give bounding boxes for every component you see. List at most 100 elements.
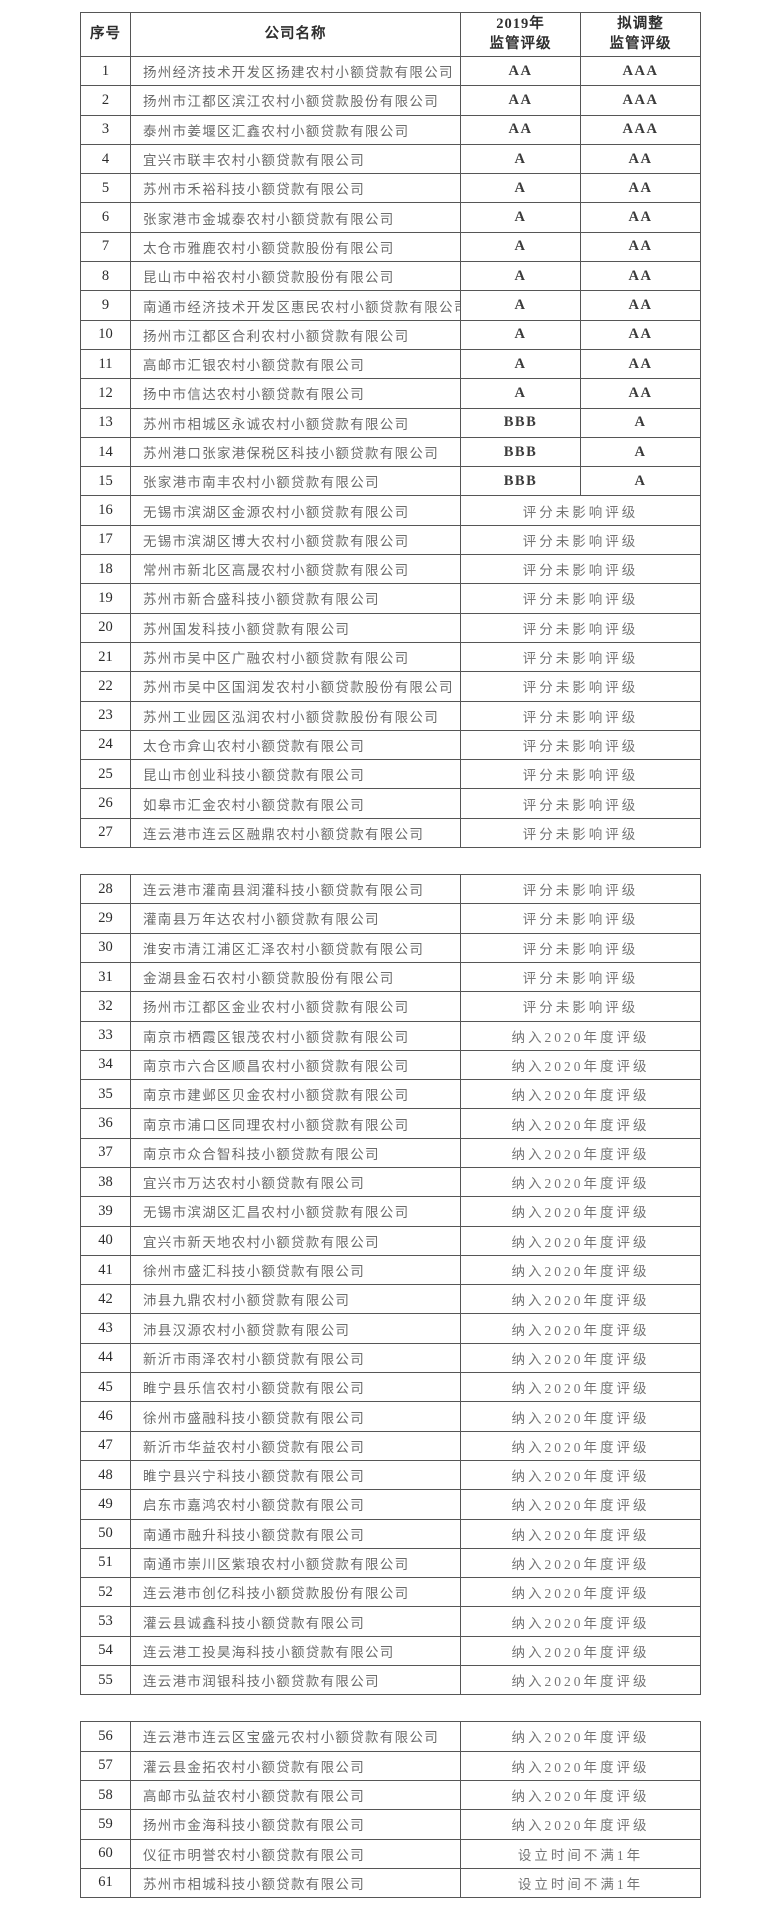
rating-status-cell: 纳入2020年度评级 xyxy=(461,1050,701,1081)
rating-status-cell: 纳入2020年度评级 xyxy=(461,1080,701,1110)
header-serial-number: 序号 xyxy=(81,13,131,57)
company-name-cell: 苏州市相城区永诚农村小额贷款有限公司 xyxy=(131,408,461,438)
table-row: 37 南京市众合智科技小额贷款有限公司 纳入2020年度评级 xyxy=(81,1138,701,1168)
row-number-cell: 12 xyxy=(81,379,131,409)
company-name-cell: 连云港市连云区融鼎农村小额贷款有限公司 xyxy=(131,818,461,849)
row-number-cell: 41 xyxy=(81,1255,131,1286)
rating-status-cell: 纳入2020年度评级 xyxy=(461,1548,701,1579)
row-number-cell: 16 xyxy=(81,496,131,526)
rating-2019-cell: BBB xyxy=(461,408,581,438)
company-name-cell: 高邮市汇银农村小额贷款有限公司 xyxy=(131,349,461,380)
row-number-cell: 3 xyxy=(81,115,131,145)
row-number-cell: 22 xyxy=(81,672,131,702)
rating-status-cell: 纳入2020年度评级 xyxy=(461,1460,701,1491)
rating-2019-cell: AA xyxy=(461,115,581,145)
rating-2019-cell: A xyxy=(461,174,581,204)
company-name-cell: 苏州工业园区泓润农村小额贷款股份有限公司 xyxy=(131,701,461,731)
header-adjusted-rating: 拟调整 监管评级 xyxy=(581,13,701,57)
table-section: 56 连云港市连云区宝盛元农村小额贷款有限公司 纳入2020年度评级 57 灌云县金拓农… xyxy=(80,1721,701,1899)
company-name-cell: 沛县九鼎农村小额贷款有限公司 xyxy=(131,1285,461,1315)
row-number-cell: 11 xyxy=(81,349,131,380)
table-row: 54 连云港工投昊海科技小额贷款有限公司 纳入2020年度评级 xyxy=(81,1636,701,1667)
table-row: 36 南京市浦口区同理农村小额贷款有限公司 纳入2020年度评级 xyxy=(81,1109,701,1139)
row-number-cell: 54 xyxy=(81,1636,131,1667)
company-name-cell: 南京市众合智科技小额贷款有限公司 xyxy=(131,1138,461,1168)
table-row: 34 南京市六合区顺昌农村小额贷款有限公司 纳入2020年度评级 xyxy=(81,1050,701,1081)
company-name-cell: 苏州国发科技小额贷款有限公司 xyxy=(131,613,461,643)
company-name-cell: 南京市浦口区同理农村小额贷款有限公司 xyxy=(131,1109,461,1139)
table-row: 46 徐州市盛融科技小额贷款有限公司 纳入2020年度评级 xyxy=(81,1402,701,1432)
row-number-cell: 14 xyxy=(81,437,131,468)
row-number-cell: 31 xyxy=(81,962,131,993)
rating-adjusted-cell: AA xyxy=(581,203,701,233)
company-name-cell: 南通市崇川区紫琅农村小额贷款有限公司 xyxy=(131,1548,461,1579)
company-name-cell: 泰州市姜堰区汇鑫农村小额贷款有限公司 xyxy=(131,115,461,145)
rating-adjusted-cell: A xyxy=(581,437,701,468)
company-name-cell: 连云港市润银科技小额贷款有限公司 xyxy=(131,1666,461,1696)
row-number-cell: 43 xyxy=(81,1314,131,1344)
table-row: 4 宜兴市联丰农村小额贷款有限公司 A AA xyxy=(81,144,701,175)
rating-adjusted-cell: AA xyxy=(581,144,701,175)
company-name-cell: 宜兴市万达农村小额贷款有限公司 xyxy=(131,1167,461,1198)
row-number-cell: 44 xyxy=(81,1343,131,1374)
table-row: 35 南京市建邺区贝金农村小额贷款有限公司 纳入2020年度评级 xyxy=(81,1080,701,1110)
row-number-cell: 49 xyxy=(81,1490,131,1520)
company-name-cell: 金湖县金石农村小额贷款股份有限公司 xyxy=(131,962,461,993)
rating-status-cell: 评分未影响评级 xyxy=(461,555,701,585)
row-number-cell: 7 xyxy=(81,232,131,263)
rating-status-cell: 设立时间不满1年 xyxy=(461,1868,701,1899)
row-number-cell: 52 xyxy=(81,1578,131,1608)
rating-status-cell: 评分未影响评级 xyxy=(461,496,701,526)
rating-2019-cell: AA xyxy=(461,86,581,116)
table-row: 39 无锡市滨湖区汇昌农村小额贷款有限公司 纳入2020年度评级 xyxy=(81,1197,701,1227)
table-row: 45 睢宁县乐信农村小额贷款有限公司 纳入2020年度评级 xyxy=(81,1373,701,1403)
company-name-cell: 新沂市雨泽农村小额贷款有限公司 xyxy=(131,1343,461,1374)
company-name-cell: 扬州市江都区合利农村小额贷款有限公司 xyxy=(131,320,461,350)
table-row: 59 扬州市金海科技小额贷款有限公司 纳入2020年度评级 xyxy=(81,1810,701,1840)
company-name-cell: 灌云县诚鑫科技小额贷款有限公司 xyxy=(131,1607,461,1637)
table-row: 53 灌云县诚鑫科技小额贷款有限公司 纳入2020年度评级 xyxy=(81,1607,701,1637)
table-row: 23 苏州工业园区泓润农村小额贷款股份有限公司 评分未影响评级 xyxy=(81,701,701,731)
rating-adjusted-cell: AAA xyxy=(581,57,701,87)
company-name-cell: 睢宁县兴宁科技小额贷款有限公司 xyxy=(131,1460,461,1491)
company-name-cell: 无锡市滨湖区金源农村小额贷款有限公司 xyxy=(131,496,461,526)
table-row: 50 南通市融升科技小额贷款有限公司 纳入2020年度评级 xyxy=(81,1519,701,1549)
rating-status-cell: 评分未影响评级 xyxy=(461,730,701,761)
company-name-cell: 扬州市江都区金业农村小额贷款有限公司 xyxy=(131,992,461,1022)
table-row: 52 连云港市创亿科技小额贷款股份有限公司 纳入2020年度评级 xyxy=(81,1578,701,1608)
row-number-cell: 9 xyxy=(81,291,131,321)
table-row: 49 启东市嘉鸿农村小额贷款有限公司 纳入2020年度评级 xyxy=(81,1490,701,1520)
company-name-cell: 如皋市汇金农村小额贷款有限公司 xyxy=(131,789,461,819)
company-name-cell: 南通市融升科技小额贷款有限公司 xyxy=(131,1519,461,1549)
row-number-cell: 53 xyxy=(81,1607,131,1637)
company-name-cell: 新沂市华益农村小额贷款有限公司 xyxy=(131,1431,461,1461)
table-row: 51 南通市崇川区紫琅农村小额贷款有限公司 纳入2020年度评级 xyxy=(81,1548,701,1579)
table-row: 13 苏州市相城区永诚农村小额贷款有限公司 BBB A xyxy=(81,408,701,438)
row-number-cell: 33 xyxy=(81,1021,131,1051)
company-name-cell: 无锡市滨湖区博大农村小额贷款有限公司 xyxy=(131,525,461,556)
company-name-cell: 连云港市连云区宝盛元农村小额贷款有限公司 xyxy=(131,1722,461,1752)
row-number-cell: 4 xyxy=(81,144,131,175)
table-row: 22 苏州市吴中区国润发农村小额贷款股份有限公司 评分未影响评级 xyxy=(81,672,701,702)
rating-status-cell: 纳入2020年度评级 xyxy=(461,1109,701,1139)
table-row: 20 苏州国发科技小额贷款有限公司 评分未影响评级 xyxy=(81,613,701,643)
row-number-cell: 6 xyxy=(81,203,131,233)
table-row: 2 扬州市江都区滨江农村小额贷款股份有限公司 AA AAA xyxy=(81,86,701,116)
rating-status-cell: 纳入2020年度评级 xyxy=(461,1138,701,1168)
company-name-cell: 宜兴市新天地农村小额贷款有限公司 xyxy=(131,1226,461,1256)
rating-status-cell: 纳入2020年度评级 xyxy=(461,1722,701,1752)
table-row: 10 扬州市江都区合利农村小额贷款有限公司 A AA xyxy=(81,320,701,350)
rating-2019-cell: A xyxy=(461,262,581,292)
rating-2019-cell: A xyxy=(461,203,581,233)
table-row: 16 无锡市滨湖区金源农村小额贷款有限公司 评分未影响评级 xyxy=(81,496,701,526)
row-number-cell: 57 xyxy=(81,1751,131,1781)
rating-status-cell: 纳入2020年度评级 xyxy=(461,1636,701,1667)
table-section: 序号 公司名称 2019年 监管评级 拟调整 监管评级 1 扬州经济技术开发区扬建农村小额… xyxy=(80,12,701,849)
table-row: 58 高邮市弘益农村小额贷款有限公司 纳入2020年度评级 xyxy=(81,1780,701,1811)
row-number-cell: 13 xyxy=(81,408,131,438)
table-row: 11 高邮市汇银农村小额贷款有限公司 A AA xyxy=(81,349,701,380)
rating-status-cell: 纳入2020年度评级 xyxy=(461,1810,701,1840)
row-number-cell: 35 xyxy=(81,1080,131,1110)
row-number-cell: 48 xyxy=(81,1460,131,1491)
company-name-cell: 苏州市禾裕科技小额贷款有限公司 xyxy=(131,174,461,204)
